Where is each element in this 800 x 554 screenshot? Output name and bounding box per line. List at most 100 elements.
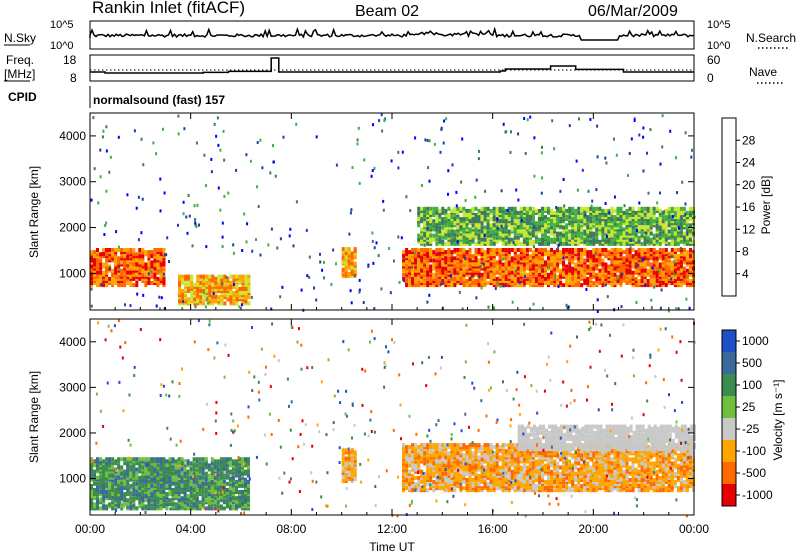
- power-cell: [586, 252, 590, 257]
- power-cell: [358, 290, 361, 294]
- power-cell: [220, 291, 224, 296]
- power-cell: [613, 272, 617, 277]
- power-cell: [547, 283, 550, 288]
- power-cell: [344, 273, 348, 278]
- power-cell: [522, 235, 526, 240]
- power-cell: [642, 126, 645, 130]
- power-cell: [516, 272, 520, 277]
- velocity-cell: [135, 488, 139, 492]
- power-cell: [438, 208, 442, 213]
- power-cell: [123, 274, 127, 279]
- velocity-cell: [183, 479, 187, 484]
- velocity-cell: [204, 498, 208, 503]
- power-cell: [613, 229, 617, 234]
- power-cell: [613, 279, 617, 283]
- power-cell: [595, 206, 599, 211]
- velocity-cell: [114, 496, 118, 501]
- power-cell: [595, 256, 599, 261]
- power-cell: [429, 233, 433, 238]
- power-cell: [402, 268, 406, 273]
- velocity-cell: [213, 488, 217, 492]
- power-cell: [571, 250, 575, 255]
- velocity-cell: [111, 457, 115, 462]
- power-cell: [229, 280, 233, 285]
- power-cell: [353, 274, 356, 278]
- power-cell: [559, 239, 563, 244]
- power-cell: [544, 208, 547, 213]
- power-cell: [589, 208, 593, 213]
- power-cell: [613, 237, 617, 242]
- power-cell: [544, 206, 547, 211]
- power-cell: [241, 291, 245, 296]
- power-cell: [504, 213, 508, 217]
- power-cell: [575, 159, 578, 163]
- velocity-cell: [204, 459, 208, 464]
- power-cell: [178, 282, 182, 287]
- power-cell: [190, 291, 194, 296]
- velocity-cell: [108, 502, 112, 507]
- power-cell: [516, 260, 520, 265]
- velocity-cell: [159, 496, 163, 501]
- power-cell: [547, 262, 550, 267]
- velocity-cell: [225, 494, 229, 499]
- velocity-cell: [344, 458, 348, 463]
- power-cell: [577, 229, 581, 234]
- power-cell: [405, 256, 409, 261]
- power-cell: [202, 297, 206, 302]
- power-cell: [533, 174, 536, 178]
- velocity-cell: [150, 506, 154, 511]
- velocity-cell: [138, 463, 142, 468]
- velocity-cell: [241, 483, 244, 488]
- power-cell: [667, 309, 670, 313]
- power-cell: [667, 229, 671, 234]
- power-cell: [619, 241, 623, 246]
- power-cell: [199, 274, 203, 279]
- power-cell: [592, 223, 596, 228]
- power-cell: [537, 216, 540, 220]
- power-cell: [208, 287, 212, 291]
- power-cell: [664, 258, 668, 263]
- power-cell: [470, 274, 473, 278]
- power-cell: [527, 220, 530, 224]
- power-cell: [616, 213, 620, 217]
- velocity-cell: [247, 488, 250, 492]
- velocity-cell: [159, 475, 163, 480]
- power-cell: [689, 270, 692, 275]
- power-cell: [553, 215, 557, 220]
- power-cell: [534, 225, 538, 230]
- power-cell: [408, 252, 412, 257]
- power-cell: [459, 248, 463, 252]
- power-cell: [519, 248, 523, 252]
- power-cell: [411, 256, 415, 261]
- power-cell: [135, 276, 139, 281]
- power-cell: [613, 283, 617, 288]
- power-cell: [349, 289, 352, 293]
- power-cell: [534, 239, 538, 244]
- velocity-cell: [126, 500, 130, 505]
- power-cell: [462, 229, 466, 234]
- power-cell: [330, 282, 333, 286]
- power-cell: [547, 225, 550, 230]
- power-cell: [634, 215, 638, 220]
- power-cell: [559, 283, 563, 288]
- power-cell: [226, 291, 230, 296]
- power-cell: [634, 223, 638, 228]
- power-cell: [637, 229, 641, 234]
- power-cell: [426, 250, 430, 255]
- velocity-cell: [141, 504, 145, 509]
- power-cell: [583, 231, 587, 236]
- power-cell: [477, 279, 481, 283]
- power-cell: [516, 262, 520, 267]
- power-cell: [541, 176, 543, 180]
- power-cell: [516, 225, 520, 230]
- velocity-cell: [153, 496, 157, 501]
- power-cell: [646, 235, 650, 240]
- velocity-cell: [135, 496, 139, 501]
- velocity-cell: [222, 492, 226, 497]
- power-cell: [685, 239, 689, 244]
- velocity-cell: [228, 496, 232, 501]
- power-cell: [589, 229, 593, 234]
- power-cell: [498, 276, 502, 281]
- power-cell: [682, 235, 686, 240]
- velocity-cell: [198, 461, 202, 466]
